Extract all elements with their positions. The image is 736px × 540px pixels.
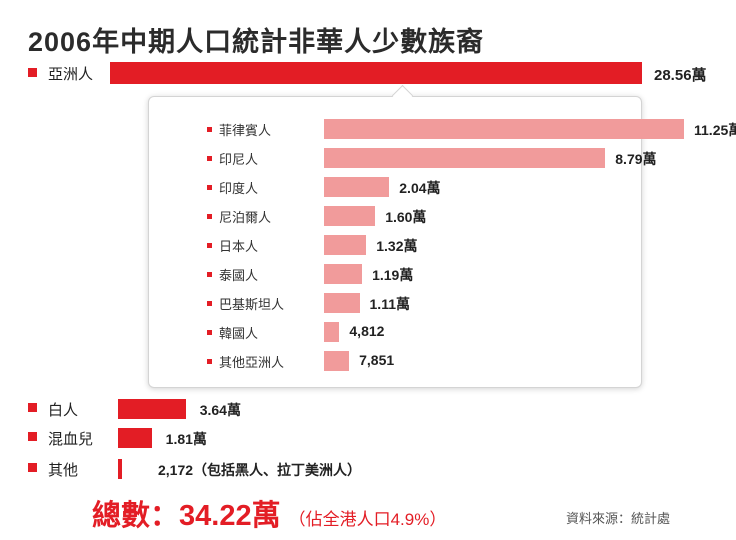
sub-value-label: 1.11萬 [369,296,410,312]
sub-bar-row: 菲律賓人 11.25萬 [149,117,736,141]
bullet-dot [207,156,212,161]
category-label: 其他 [48,462,79,479]
bullet-dot [207,127,212,132]
category-label: 白人 [48,402,79,419]
sub-bar [324,148,606,168]
bar-asian [110,62,642,84]
category-label: 亞洲人 [48,66,94,83]
bullet-dot [207,272,212,277]
sub-bar-row: 泰國人 1.19萬 [149,262,639,286]
sub-bar [324,206,376,226]
bar-row-others: 其他 2,172（包括黑人、拉丁美洲人） [28,456,628,482]
asian-breakdown-panel: 菲律賓人 11.25萬印尼人 8.79萬印度人 2.04萬尼泊爾人 1.60萬日本人 1.… [148,84,736,388]
bar [118,399,186,419]
total-summary: 總數：34.22萬 （佔全港人口4.9%） [92,492,446,534]
sub-bar-row: 巴基斯坦人 1.11萬 [149,291,639,315]
bullet-dot [207,243,212,248]
sub-category-label: 日本人 [219,239,259,254]
sub-bar-row: 印度人 2.04萬 [149,175,639,199]
sub-bar-row: 印尼人 8.79萬 [149,146,657,170]
sub-category-label: 印度人 [219,181,259,196]
sub-value-label: 1.60萬 [385,209,427,225]
sub-bar-row: 韓國人 4,812 [149,320,639,344]
bar-row-asian: 亞洲人 28.56萬 [28,60,728,86]
value-label: 3.64萬 [199,402,241,418]
chart-title: 2006年中期人口統計非華人少數族裔 [28,27,485,57]
sub-category-label: 菲律賓人 [219,123,272,138]
sub-bar [324,351,350,371]
sub-value-label: 1.19萬 [372,267,414,283]
legend-square [28,68,37,77]
sub-value-label: 1.32萬 [376,238,418,254]
sub-category-label: 巴基斯坦人 [219,297,285,312]
legend-square [28,432,37,441]
bullet-dot [207,214,212,219]
sub-value-label: 2.04萬 [399,180,441,196]
sub-value-label: 8.79萬 [615,151,657,167]
sub-value-label: 11.25萬 [694,122,736,138]
total-note: （佔全港人口4.9%） [288,510,447,529]
total-value: 總數：34.22萬 [92,500,281,532]
sub-bar-row: 其他亞洲人 7,851 [149,349,639,373]
sub-bar-row: 日本人 1.32萬 [149,233,639,257]
bar-row-mixed: 混血兒 1.81萬 [28,425,628,451]
legend-square [28,403,37,412]
value-label: 2,172（包括黑人、拉丁美洲人） [158,462,362,478]
sub-category-label: 其他亞洲人 [219,355,285,370]
sub-value-label: 7,851 [359,352,395,368]
sub-category-label: 尼泊爾人 [219,210,272,225]
value-label: 1.81萬 [165,431,207,447]
sub-category-label: 泰國人 [219,268,259,283]
value-label: 28.56萬 [654,67,707,84]
bullet-dot [207,330,212,335]
legend-square [28,463,37,472]
bullet-dot [207,359,212,364]
category-label: 混血兒 [48,431,94,448]
sub-category-label: 韓國人 [219,326,259,341]
sub-bar [324,235,367,255]
sub-bar [324,177,390,197]
sub-bar [324,293,360,313]
sub-bar-row: 尼泊爾人 1.60萬 [149,204,639,228]
bullet-dot [207,185,212,190]
sub-category-label: 印尼人 [219,152,259,167]
bullet-dot [207,301,212,306]
bar-row-white: 白人 3.64萬 [28,396,628,422]
bar [118,428,152,448]
sub-value-label: 4,812 [349,323,385,339]
sub-bar [324,264,363,284]
callout-arrow [391,84,414,107]
sub-bar [324,322,340,342]
source-note: 資料來源：統計處 [566,511,671,526]
sub-bar [324,119,684,139]
bar [118,459,123,479]
